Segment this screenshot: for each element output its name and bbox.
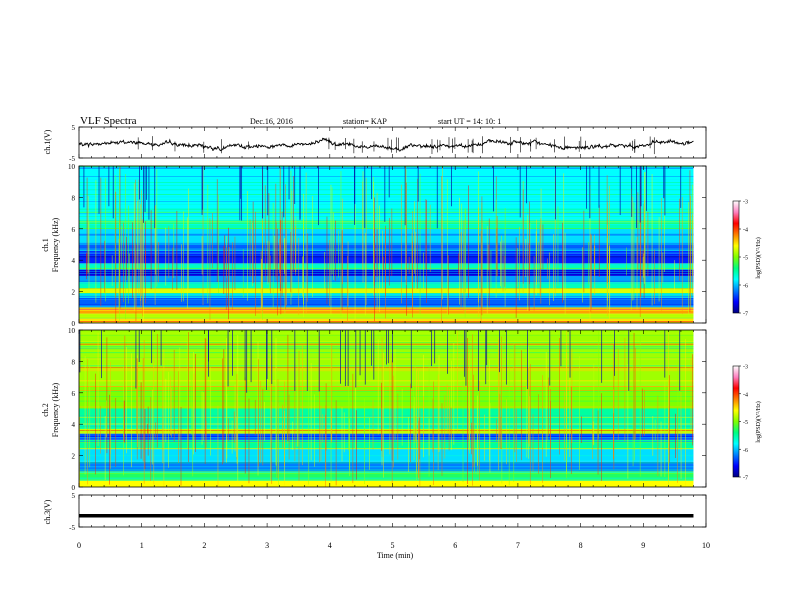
x-tick-label: 7 (516, 541, 520, 550)
ch1-spectrogram-band (79, 318, 694, 323)
ch1-colorbar-tick-label: -7 (743, 312, 748, 318)
ch2-spectrogram-band (79, 439, 694, 450)
station-label: station= KAP (343, 117, 387, 126)
ch1-spectrogram|1-ytick-label: 10 (68, 163, 76, 171)
ch2-colorbar-tick-label: -3 (743, 365, 748, 371)
x-tick-label: 5 (391, 541, 395, 550)
ch2-colorbar-tick-label: -6 (743, 448, 748, 454)
ch1-colorbar-tick-label: -4 (743, 228, 748, 234)
x-tick-label: 9 (641, 541, 645, 550)
ch1-spectrogram-band (79, 263, 694, 270)
ch3-waveform-panel: ch.3(V) 5 -5 (43, 492, 707, 532)
ch3-waveform-frame (78, 494, 707, 528)
date-label: Dec.16, 2016 (250, 117, 293, 126)
ch2-spectrogram-band (79, 428, 694, 434)
ch3-waveform|3-ytick-label: -5 (69, 524, 75, 532)
ch3-waveform-ylabel: ch.3(V) (43, 499, 52, 524)
ch1-spectrogram|1-ytick-label: 8 (72, 194, 76, 202)
ch2-spectrogram-panel: ch.2 Frequency (kHz) 0 2 4 6 8 10 (41, 327, 707, 492)
ch1-waveform-trace (78, 137, 694, 152)
ch2-spectrogram-ylabel-frequency: Frequency (kHz) (51, 382, 60, 437)
ch2-spectrogram-ylabel-channel: ch.2 (41, 403, 50, 417)
ch3-waveform|3-ytick-label: 5 (72, 492, 76, 500)
ch2-spectrogram|2-ytick-label: 4 (72, 421, 76, 429)
x-tick-label: 4 (328, 541, 332, 550)
ch1-colorbar-tick-label: -3 (743, 200, 748, 206)
ch1-spectrogram-band (79, 275, 694, 283)
ch1-colorbar-gradient (732, 200, 740, 314)
ch1-spectrogram-ylabel-channel: ch.1 (41, 238, 50, 252)
time-axis: Time (min) 0 1 2 3 4 5 6 7 8 9 10 (77, 541, 710, 560)
x-tick-label: 8 (579, 541, 583, 550)
ch1-spectrogram-ylabel-frequency: Frequency (kHz) (51, 217, 60, 272)
ch1-spectrogram-panel: ch.1 Frequency (kHz) 0 2 4 6 8 10 (41, 163, 707, 328)
x-tick-label: 6 (453, 541, 457, 550)
ch2-colorbar-label: log(PSD)(V²/Hz) (755, 401, 762, 442)
ch2-spectrogram|2-ytick-label: 2 (72, 453, 76, 461)
ch1-spectrogram-band (79, 288, 694, 294)
ch1-waveform-panel: ch.1(V) 5 -5 (43, 124, 707, 163)
ch1-spectrogram|1-ytick-label: 6 (72, 226, 76, 234)
ch2-colorbar-tick-label: -5 (743, 420, 748, 426)
x-tick-label: 2 (202, 541, 206, 550)
x-tick-label: 0 (77, 541, 81, 550)
ch1-waveform-ylabel: ch.1(V) (43, 129, 52, 154)
x-tick-label: 3 (265, 541, 269, 550)
ch2-colorbar-gradient (732, 365, 740, 478)
ch2-spectrogram-band (79, 480, 694, 487)
ch2-spectrogram|2-ytick-label: 6 (72, 390, 76, 398)
ch2-colorbar-tick-label: -7 (743, 476, 748, 482)
ch2-colorbar-tick-label: -4 (743, 392, 748, 398)
ch1-spectrogram-band (79, 166, 694, 220)
ch1-spectrogram-band (79, 299, 694, 308)
start-time-label: start UT = 14: 10: 1 (438, 117, 501, 126)
figure-title: VLF Spectra (80, 115, 137, 127)
ch1-colorbar: log(PSD)(V²/Hz) -3 -4 -5 -6 -7 (732, 200, 762, 318)
ch1-colorbar-label: log(PSD)(V²/Hz) (755, 237, 762, 278)
ch1-spectrogram-band (79, 282, 694, 289)
ch2-colorbar: log(PSD)(V²/Hz) -3 -4 -5 -6 -7 (732, 365, 762, 482)
ch2-spectrogram|2-ytick-label: 10 (68, 327, 76, 335)
ch2-spectrogram|2-ytick-label: 8 (72, 358, 76, 366)
ch1-spectrogram|1-ytick-label: 2 (72, 289, 76, 297)
ch1-spectrogram-band (79, 228, 694, 245)
ch2-spectrogram-band (79, 461, 694, 472)
ch1-colorbar-tick-label: -6 (743, 284, 748, 290)
ch1-spectrogram-band (79, 253, 694, 264)
ch2-spectrogram|2-ytick-label: 0 (72, 484, 76, 492)
ch1-spectrogram|1-ytick-label: 0 (72, 320, 76, 328)
ch1-spectrogram-band (79, 219, 694, 229)
ch1-colorbar-tick-label: -5 (743, 256, 748, 262)
ch1-waveform|0-ytick-label: -5 (69, 155, 75, 163)
ch1-waveform-frame (78, 126, 707, 159)
x-tick-label: 10 (702, 541, 710, 550)
x-tick-label: 1 (140, 541, 144, 550)
x-axis-label: Time (min) (377, 551, 414, 560)
ch1-waveform|0-ytick-label: 5 (72, 124, 76, 132)
ch2-spectrogram-band (79, 471, 694, 481)
ch1-spectrogram|1-ytick-label: 4 (72, 257, 76, 265)
